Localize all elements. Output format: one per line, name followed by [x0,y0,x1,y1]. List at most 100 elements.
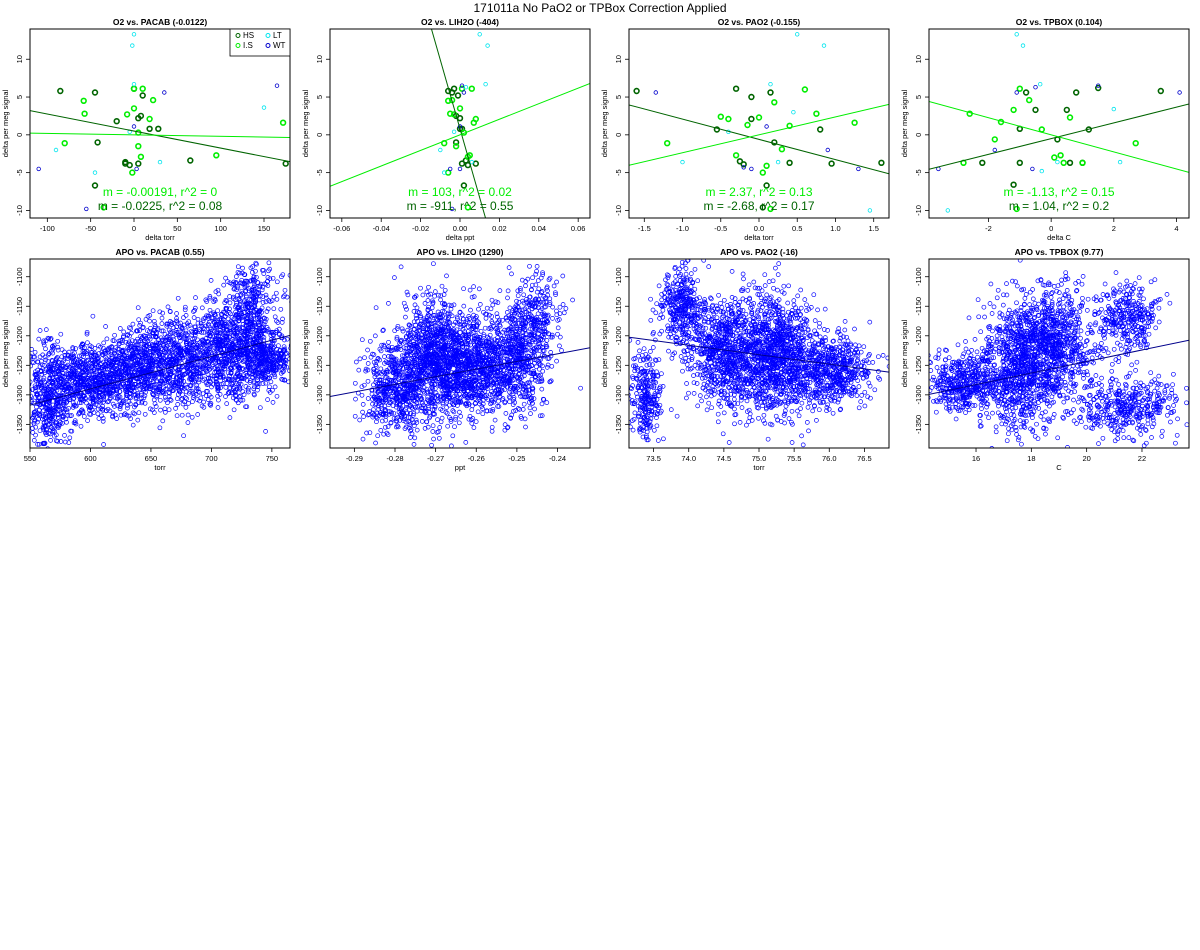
data-point [44,410,49,416]
data-point [377,357,383,363]
data-point [260,267,265,273]
y-tick-label: 5 [914,95,923,99]
data-point [274,83,280,88]
data-point [266,388,272,393]
data-point [131,124,137,129]
data-point [58,439,64,444]
x-tick-label: -100 [40,224,55,233]
data-point [452,143,460,150]
data-point [101,340,107,346]
data-point [407,390,413,396]
data-point [64,372,70,377]
data-point [411,411,416,417]
data-point [135,328,140,334]
data-point [167,372,173,378]
data-point [389,377,394,383]
data-point [352,413,358,419]
data-point [360,402,366,407]
data-point [189,376,194,382]
data-point [147,386,153,392]
x-tick-label: 100 [214,224,227,233]
data-point [187,382,193,388]
x-axis-label: delta torr [744,233,774,242]
data-point [178,353,184,359]
data-point [67,364,72,370]
data-point [94,353,100,359]
data-point [680,159,685,165]
data-point [262,343,267,349]
data-point [123,339,129,345]
data-point [825,147,830,153]
data-point [97,368,103,374]
data-point [131,369,137,375]
data-point [207,375,213,381]
data-point [717,113,724,120]
data-point [174,316,179,321]
data-point [1060,159,1067,167]
data-point [176,388,182,394]
data-point [1111,106,1116,112]
data-point [741,165,746,170]
x-axis-label: delta torr [145,233,175,242]
data-point [166,390,172,395]
data-point [50,379,56,385]
data-point [236,318,242,323]
data-point [237,312,243,318]
data-point [147,318,152,324]
data-point [167,309,173,315]
data-point [121,363,127,368]
data-point [127,394,132,400]
data-point [384,430,390,436]
data-point [264,309,270,314]
data-point [65,412,71,418]
data-point [98,360,104,366]
data-point [96,343,101,349]
data-point [221,356,227,362]
panel-title: O2 vs. LIH2O (-404) [421,17,499,27]
data-point [231,329,237,335]
data-point [105,374,111,380]
data-point [184,343,190,348]
data-point [399,406,404,411]
data-point [262,376,267,381]
data-point [748,93,755,101]
data-point [215,386,221,392]
data-point [135,160,142,167]
data-point [1063,106,1071,114]
data-point [452,139,460,146]
data-point [245,387,251,393]
data-point [114,367,120,372]
data-point [392,364,398,370]
data-point [132,404,137,410]
data-point [133,342,139,348]
data-point [178,320,183,326]
data-point [205,397,211,402]
data-point [33,372,39,378]
data-point [744,121,751,129]
data-point [437,425,443,430]
data-point [57,87,64,95]
data-point [64,409,70,415]
data-point [30,388,32,393]
data-point [195,389,201,395]
data-point [45,446,50,448]
data-point [189,328,194,334]
data-point [237,326,242,332]
x-tick-label: 0.02 [492,224,507,233]
data-point [250,374,255,380]
data-point [371,369,377,375]
data-point [43,415,49,421]
data-point [399,375,405,381]
data-point [197,327,202,332]
data-point [156,387,161,393]
chart-panel: O2 vs. PAO2 (-0.155)m = 2.37, r^2 = 0.13… [600,17,890,242]
data-point [244,337,250,342]
data-point [127,333,132,339]
data-point [35,395,41,401]
data-point [225,279,230,284]
data-point [179,356,185,361]
data-point [94,394,99,400]
data-point [100,418,106,424]
data-point [195,337,200,343]
data-point [80,97,87,105]
